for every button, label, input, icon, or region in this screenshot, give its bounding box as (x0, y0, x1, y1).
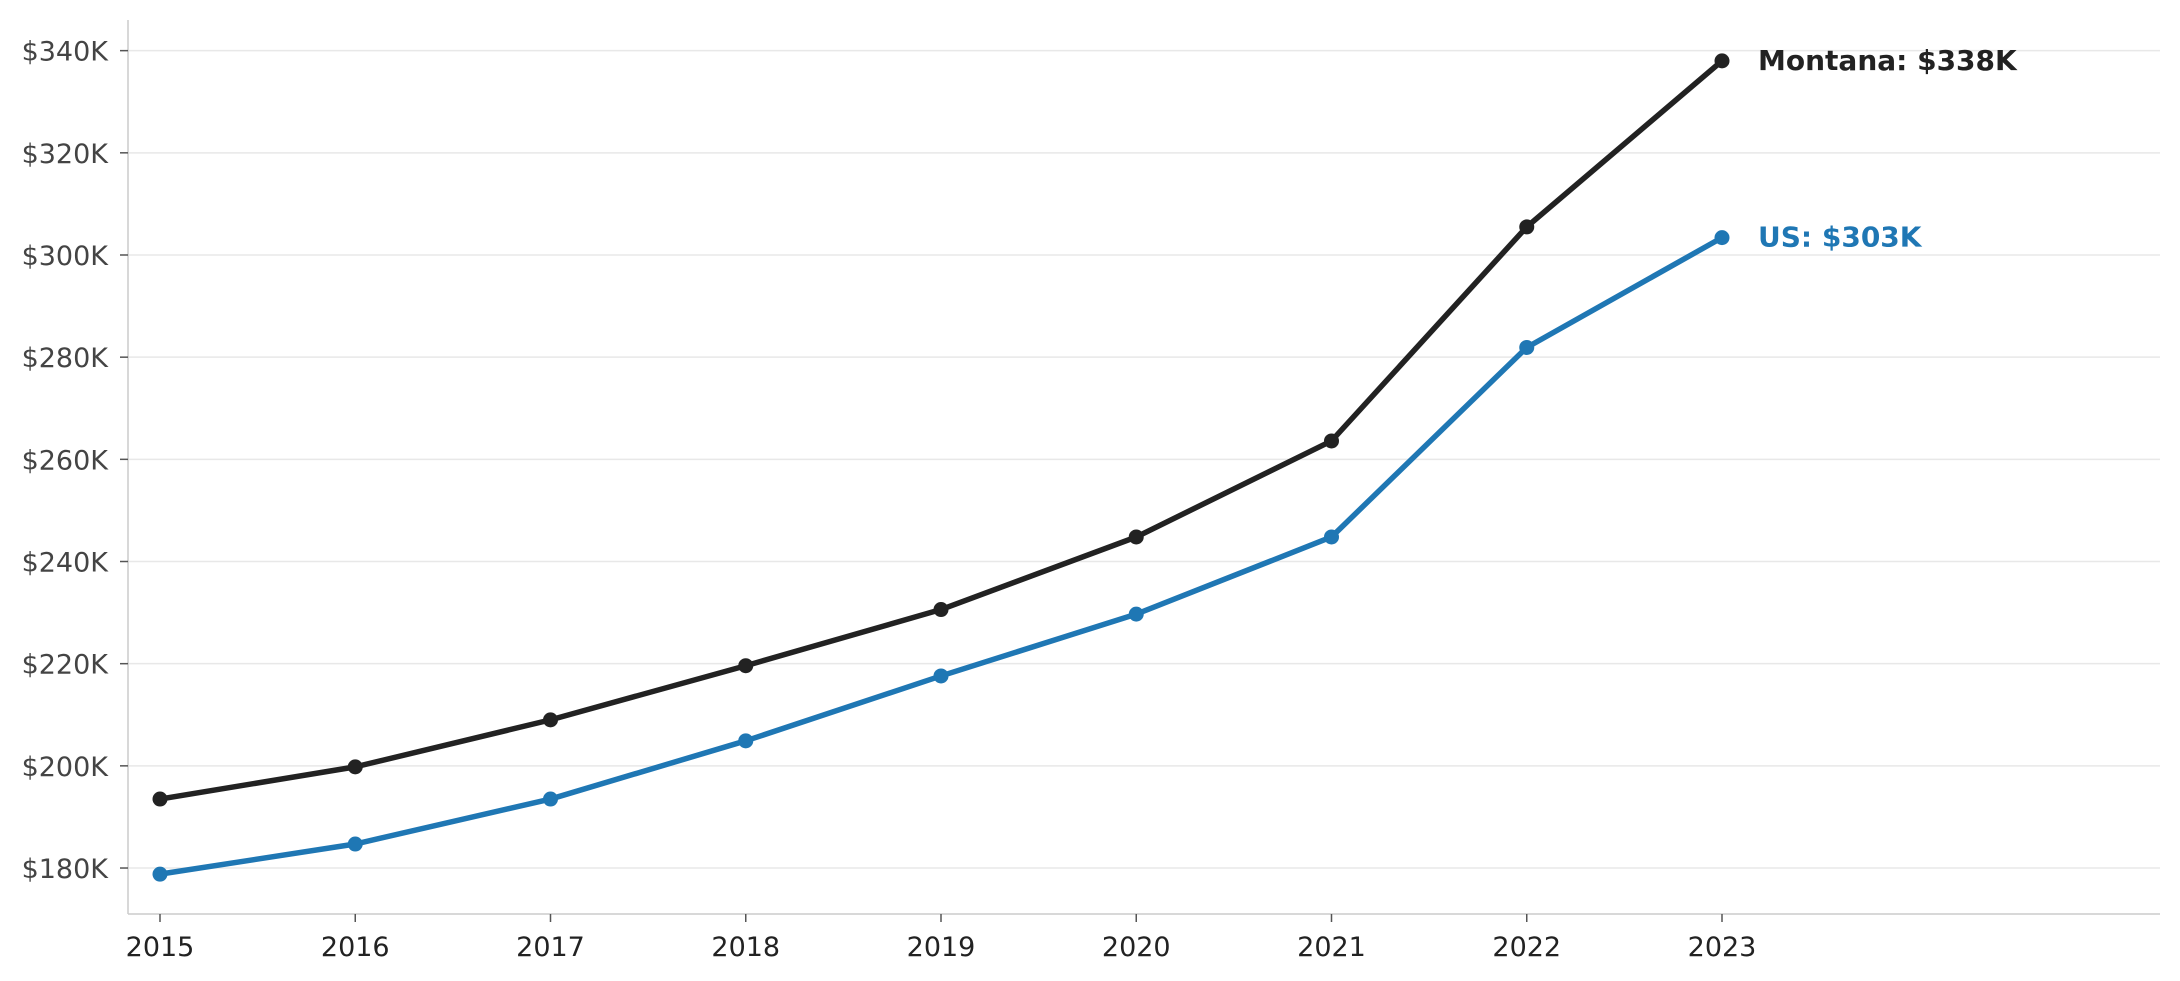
data-point-montana (1324, 433, 1339, 449)
y-tick-label: $180K (22, 854, 110, 885)
data-point-montana (738, 658, 754, 674)
x-tick-label: 2022 (1492, 932, 1561, 963)
y-tick-label: $320K (22, 139, 110, 170)
data-point-us (347, 836, 363, 852)
data-point-montana (152, 791, 168, 807)
series-line-us (157, 234, 1725, 877)
y-tick-label: $200K (22, 752, 110, 783)
gridlines (128, 49, 2160, 869)
data-point-montana (1128, 529, 1144, 545)
x-tick-label: 2015 (126, 932, 195, 963)
end-label-us: US: $303K (1758, 221, 1923, 254)
x-tick-label: 2020 (1102, 932, 1171, 963)
x-tick-label: 2019 (907, 932, 976, 963)
x-tick-label: 2021 (1297, 932, 1366, 963)
series-group (152, 53, 1730, 882)
data-point-us (1519, 339, 1535, 355)
data-point-us (1714, 230, 1730, 246)
data-point-montana (543, 712, 558, 728)
data-point-us (1128, 606, 1144, 622)
data-point-us (543, 791, 558, 807)
y-tick-label: $340K (22, 37, 110, 68)
x-tick-label: 2023 (1688, 932, 1757, 963)
y-tick-label: $300K (22, 241, 110, 272)
y-axis-ticks: $180K $200K $220K $240K $260K $280K $300K $320K… (22, 37, 128, 885)
y-tick-label: $220K (22, 650, 110, 681)
data-point-montana (347, 759, 363, 775)
y-tick-label: $240K (22, 548, 110, 579)
data-point-us (933, 668, 949, 684)
end-label-montana: Montana: $338K (1758, 44, 2018, 77)
data-point-montana (1714, 53, 1730, 69)
data-point-us (1324, 529, 1339, 545)
series-line-montana (157, 58, 1725, 802)
data-point-us (738, 733, 754, 749)
data-point-montana (933, 602, 949, 618)
y-tick-label: $260K (22, 445, 110, 476)
y-tick-label: $280K (22, 343, 110, 374)
x-tick-label: 2016 (321, 932, 390, 963)
x-tick-label: 2017 (516, 932, 585, 963)
x-axis-ticks: 2015 2016 2017 2018 2019 2020 2021 2022 2023 (126, 914, 1757, 963)
axes (127, 20, 2160, 915)
data-point-us (152, 866, 168, 882)
data-point-montana (1519, 219, 1535, 235)
end-labels: Montana: $338K US: $303K (1758, 44, 2018, 254)
x-tick-label: 2018 (711, 932, 780, 963)
